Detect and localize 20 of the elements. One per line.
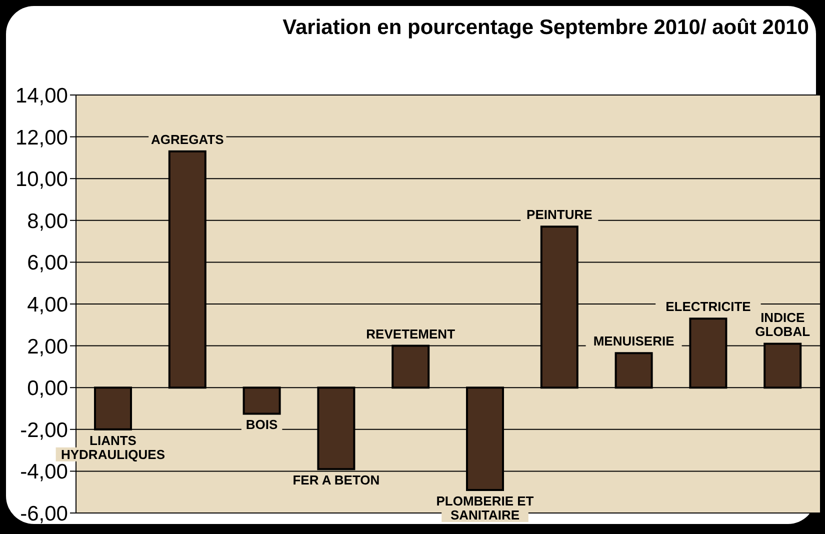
x-tick-label: AGREGATS (151, 132, 224, 147)
x-tick-label: FER A BETON (292, 472, 380, 488)
y-tick-label: 0,00 (27, 377, 68, 400)
x-tick-label: PEINTURE (526, 207, 593, 222)
y-tick-label: 10,00 (15, 168, 68, 192)
x-tick-label: PLOMBERIE ET SANITAIRE (436, 494, 534, 523)
x-tick-label: MENUISERIE (593, 334, 675, 349)
x-tick-label: INDICE GLOBAL (755, 310, 810, 340)
y-tick-label: 6,00 (27, 252, 68, 275)
y-tick-label: 4,00 (27, 293, 68, 316)
y-tick-label: 8,00 (27, 210, 68, 233)
x-tick-label: BOIS (246, 417, 278, 432)
x-tick-label: ELECTRICITE (666, 299, 752, 314)
y-tick-label: -6,00 (20, 502, 68, 526)
x-tick-label: REVETEMENT (366, 326, 456, 342)
y-tick-label: 12,00 (15, 126, 68, 150)
chart-title: Variation en pourcentage Septembre 2010/ août 2010 (282, 16, 809, 40)
y-tick-label: 2,00 (27, 335, 68, 358)
y-tick-label: -4,00 (20, 460, 68, 484)
y-tick-label: 14,00 (15, 84, 68, 108)
